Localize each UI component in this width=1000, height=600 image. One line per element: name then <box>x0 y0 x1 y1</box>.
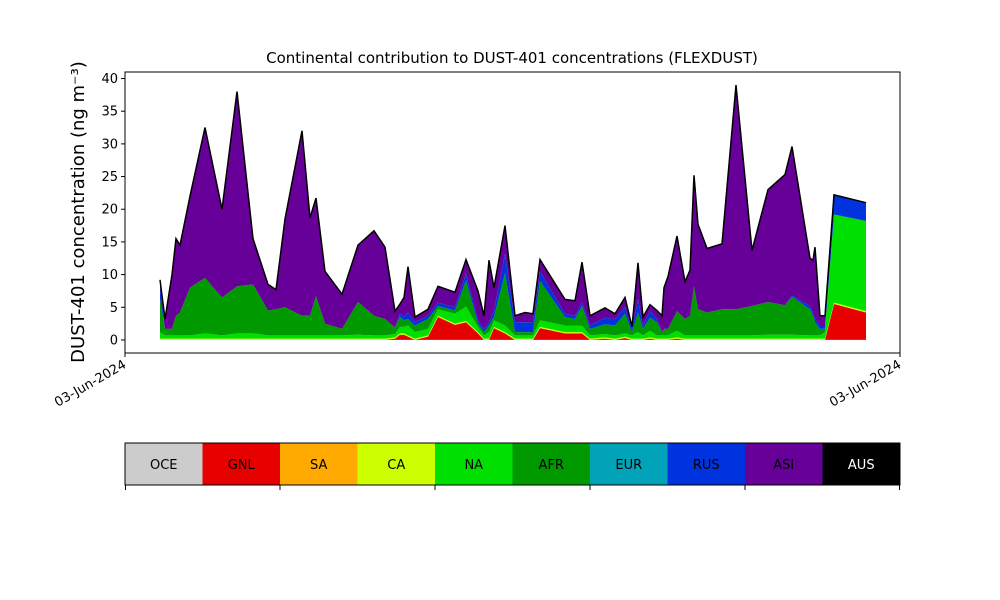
area-afr <box>160 214 866 336</box>
y-tick-label: 40 <box>101 72 118 87</box>
total-outline <box>159 84 867 328</box>
y-tick-label: 15 <box>101 235 118 250</box>
colorbar-frame <box>124 442 901 486</box>
legend-label: OCE <box>150 458 178 473</box>
plot-area <box>159 84 867 340</box>
y-tick-label: 5 <box>110 301 118 316</box>
colorbar-swatch <box>202 443 280 485</box>
area-asi <box>160 85 866 333</box>
y-tick-label: 0 <box>110 333 118 348</box>
y-tick-label: 35 <box>101 105 118 120</box>
y-tick-label: 25 <box>101 170 118 185</box>
colorbar-swatch <box>280 443 358 485</box>
colorbar-ticks <box>125 485 900 490</box>
x-tick-label: 03-Jun-2024 <box>52 357 129 410</box>
legend-label: SA <box>310 458 327 473</box>
legend-label: NA <box>464 458 483 473</box>
colorbar-swatch <box>357 443 435 485</box>
x-tick-label: 03-Jun-2024 <box>827 357 904 410</box>
legend-label: CA <box>387 458 405 473</box>
y-tick-label: 10 <box>101 268 118 283</box>
legend-label: GNL <box>228 458 256 473</box>
y-tick-label: 20 <box>101 203 118 218</box>
colorbar-swatch <box>435 443 513 485</box>
chart-title: Continental contribution to DUST-401 con… <box>266 49 758 67</box>
legend-label: AUS <box>848 458 875 473</box>
y-tick-label: 30 <box>101 137 118 152</box>
colorbar: OCE GNL SA CA NA AFR EUR RUS ASI AUS <box>125 443 900 485</box>
legend-label: RUS <box>693 458 720 473</box>
y-axis-label: DUST-401 concentration (ng m⁻³) <box>68 61 89 363</box>
colorbar-swatch <box>125 443 203 485</box>
colorbar-swatch <box>512 443 590 485</box>
colorbar-swatch <box>822 443 900 485</box>
legend-label: ASI <box>773 458 794 473</box>
legend-label: AFR <box>539 458 564 473</box>
colorbar-swatch <box>590 443 668 485</box>
legend-label: EUR <box>615 458 642 473</box>
colorbar-swatch <box>667 443 745 485</box>
plot-frame <box>124 71 901 354</box>
colorbar-swatch <box>745 443 823 485</box>
